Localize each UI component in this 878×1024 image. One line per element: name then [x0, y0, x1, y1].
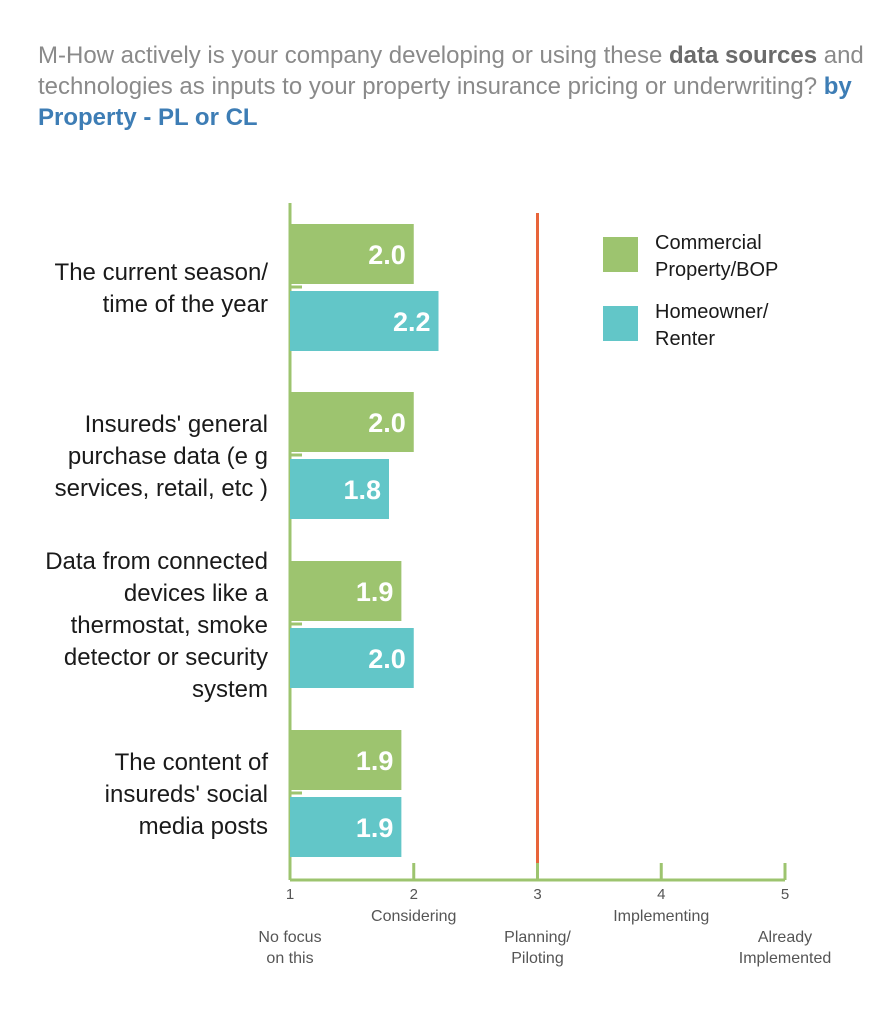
legend-label: Commercial — [655, 232, 762, 254]
legend-label: Renter — [655, 328, 715, 350]
title-segment-filter: by Property - PL or CL — [38, 73, 852, 131]
x-tick-label: on this — [266, 950, 313, 967]
bar-value-label: 2.0 — [368, 408, 406, 438]
title-emphasis: data sources — [668, 42, 818, 69]
bar-value-label: 1.9 — [356, 577, 394, 607]
x-tick-number: 1 — [286, 886, 294, 903]
bar-commercial — [290, 561, 402, 621]
bar-commercial — [290, 730, 402, 790]
category-label: thermostat, smoke — [71, 612, 268, 639]
bar-value-label: 2.0 — [368, 644, 406, 674]
bar-value-label: 1.8 — [343, 475, 381, 505]
legend-swatch — [603, 306, 638, 341]
x-tick-number: 3 — [533, 886, 541, 903]
category-label: devices like a — [124, 580, 269, 607]
bar-value-label: 1.9 — [356, 746, 394, 776]
bar-homeowner — [290, 459, 389, 519]
x-tick-number: 2 — [410, 886, 418, 903]
legend-swatch — [603, 237, 638, 272]
x-tick-label: Already — [758, 929, 812, 946]
legend-label: Property/BOP — [655, 259, 778, 281]
x-tick-label: Considering — [371, 908, 456, 925]
x-tick-label: No focus — [258, 929, 321, 946]
chart-title: M-How actively is your company developin… — [38, 40, 868, 133]
category-label: The content of — [115, 749, 269, 776]
bar-value-label: 2.0 — [368, 240, 406, 270]
x-tick-label: Implementing — [613, 908, 709, 925]
category-label: system — [192, 676, 268, 703]
bar-homeowner — [290, 291, 439, 351]
x-tick-number: 5 — [781, 886, 789, 903]
bar-homeowner — [290, 797, 402, 857]
bar-value-label: 2.2 — [393, 307, 431, 337]
bar-commercial — [290, 224, 414, 284]
x-tick-label: Implemented — [739, 950, 832, 967]
category-label: insureds' social — [105, 781, 268, 808]
title-text: M-How actively is your company developin… — [38, 42, 669, 69]
category-label: media posts — [139, 813, 268, 840]
category-label: The current season/ — [55, 259, 269, 286]
category-label: Insureds' general — [85, 411, 268, 438]
bar-value-label: 1.9 — [356, 813, 394, 843]
bar-homeowner — [290, 628, 414, 688]
category-label: time of the year — [103, 291, 268, 318]
legend-label: Homeowner/ — [655, 301, 769, 323]
category-label: detector or security — [64, 644, 268, 671]
category-label: purchase data (e g — [68, 443, 268, 470]
x-tick-number: 4 — [657, 886, 665, 903]
category-label: Data from connected — [45, 548, 268, 575]
x-tick-label: Piloting — [511, 950, 563, 967]
category-label: services, retail, etc ) — [55, 475, 268, 502]
bar-commercial — [290, 392, 414, 452]
x-tick-label: Planning/ — [504, 929, 571, 946]
title-text-continued: and technologies as inputs to your prope… — [38, 42, 864, 100]
